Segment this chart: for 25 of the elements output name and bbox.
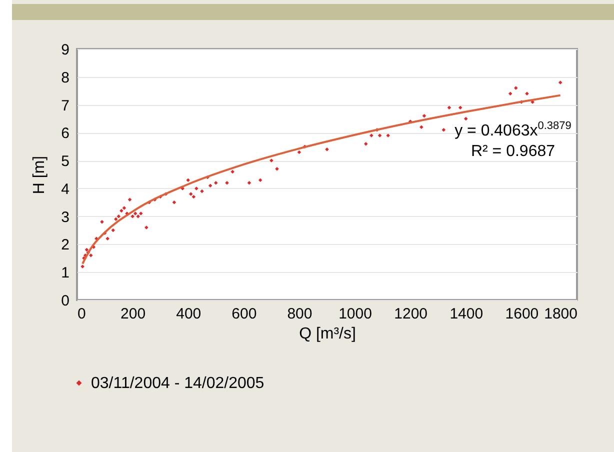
y-tick-label: 3 — [61, 208, 70, 226]
x-tick-label: 1800 — [544, 306, 578, 322]
x-tick-label: 1200 — [394, 306, 428, 322]
legend-label: 03/11/2004 - 14/02/2005 — [91, 375, 264, 392]
x-tick-label: 400 — [176, 306, 202, 322]
x-tick-label: 1600 — [505, 306, 539, 322]
x-tick-label: 1400 — [450, 306, 484, 322]
y-tick-label: 4 — [61, 180, 70, 198]
y-tick-label: 7 — [61, 97, 70, 114]
x-tick-label: 0 — [78, 306, 86, 322]
annotation: R² = 0.9687 — [470, 142, 556, 162]
x-tick-label: 800 — [287, 306, 312, 322]
annotation: y = 0.4063x$^{0.3879}$ — [454, 119, 572, 142]
y-tick-label: 0 — [61, 292, 70, 310]
y-axis-title: H [m] — [31, 156, 48, 194]
y-tick-label: 6 — [61, 125, 70, 142]
y-tick-label: 1 — [61, 264, 70, 282]
y-tick-label: 8 — [61, 69, 70, 86]
x-tick-label: 600 — [232, 306, 257, 322]
x-tick-label: 1000 — [338, 306, 372, 322]
y-tick-label: 2 — [61, 236, 70, 254]
x-axis-title: Q [m³/s] — [299, 326, 356, 342]
x-tick-label: 200 — [120, 306, 146, 322]
y-tick-label: 5 — [61, 153, 70, 170]
y-tick-label: 9 — [61, 42, 70, 58]
